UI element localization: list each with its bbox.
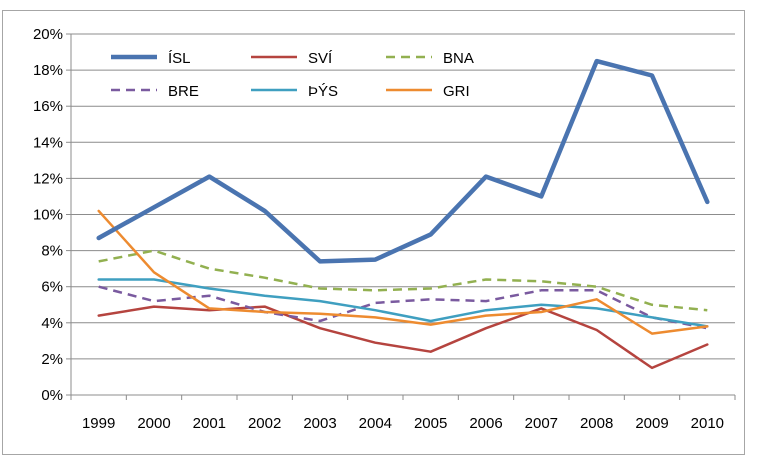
x-tick-label-2000: 2000 bbox=[137, 415, 170, 432]
legend-label-SVÍ: SVÍ bbox=[308, 50, 333, 67]
y-tick-label-1: 2% bbox=[41, 351, 63, 368]
x-tick-label-2008: 2008 bbox=[580, 415, 613, 432]
y-tick-label-8: 16% bbox=[33, 98, 63, 115]
y-tick-label-10: 20% bbox=[33, 26, 63, 43]
x-tick-label-2005: 2005 bbox=[414, 415, 447, 432]
legend-label-ÞÝS: ÞÝS bbox=[308, 83, 338, 100]
y-tick-label-4: 8% bbox=[41, 243, 63, 260]
x-axis-tick-labels: 1999 2000 2001 2002 2003 2004 2005 2006 2007 2008… bbox=[82, 415, 724, 432]
legend-label-BNA: BNA bbox=[443, 50, 474, 67]
series-line-ÍSL bbox=[96, 58, 710, 264]
y-tick-label-3: 6% bbox=[41, 279, 63, 296]
legend: ÍSL SVÍ BNA BRE ÞÝS GRI bbox=[111, 50, 474, 100]
series-line-BNA bbox=[98, 249, 708, 312]
x-tick-label-1999: 1999 bbox=[82, 415, 115, 432]
x-tick-label-2009: 2009 bbox=[635, 415, 668, 432]
legend-label-GRI: GRI bbox=[443, 83, 470, 100]
y-tick-label-6: 12% bbox=[33, 170, 63, 187]
series-line-SVÍ bbox=[97, 305, 709, 370]
y-tick-label-7: 14% bbox=[33, 134, 63, 151]
x-tick-label-2003: 2003 bbox=[303, 415, 336, 432]
x-tick-label-2001: 2001 bbox=[193, 415, 226, 432]
legend-label-ÍSL: ÍSL bbox=[168, 50, 191, 67]
y-tick-label-2: 4% bbox=[41, 315, 63, 332]
axes bbox=[66, 33, 736, 400]
series-line-BRE bbox=[98, 285, 708, 330]
series-line-ÞÝS bbox=[97, 278, 709, 328]
y-axis-tick-labels: 0% 2% 4% 6% 8% 10% 12% 14% 16% 18% 20% bbox=[33, 26, 63, 404]
legend-label-BRE: BRE bbox=[168, 83, 199, 100]
y-tick-label-9: 18% bbox=[33, 62, 63, 79]
x-tick-label-2002: 2002 bbox=[248, 415, 281, 432]
y-tick-label-5: 10% bbox=[33, 207, 63, 224]
x-tick-label-2007: 2007 bbox=[525, 415, 558, 432]
x-tick-label-2010: 2010 bbox=[691, 415, 724, 432]
series-line-GRI bbox=[97, 209, 709, 335]
gridlines bbox=[71, 33, 735, 360]
chart-frame bbox=[2, 10, 745, 455]
x-tick-label-2006: 2006 bbox=[469, 415, 502, 432]
series-lines bbox=[96, 58, 710, 370]
x-tick-label-2004: 2004 bbox=[359, 415, 392, 432]
y-tick-label-0: 0% bbox=[41, 387, 63, 404]
